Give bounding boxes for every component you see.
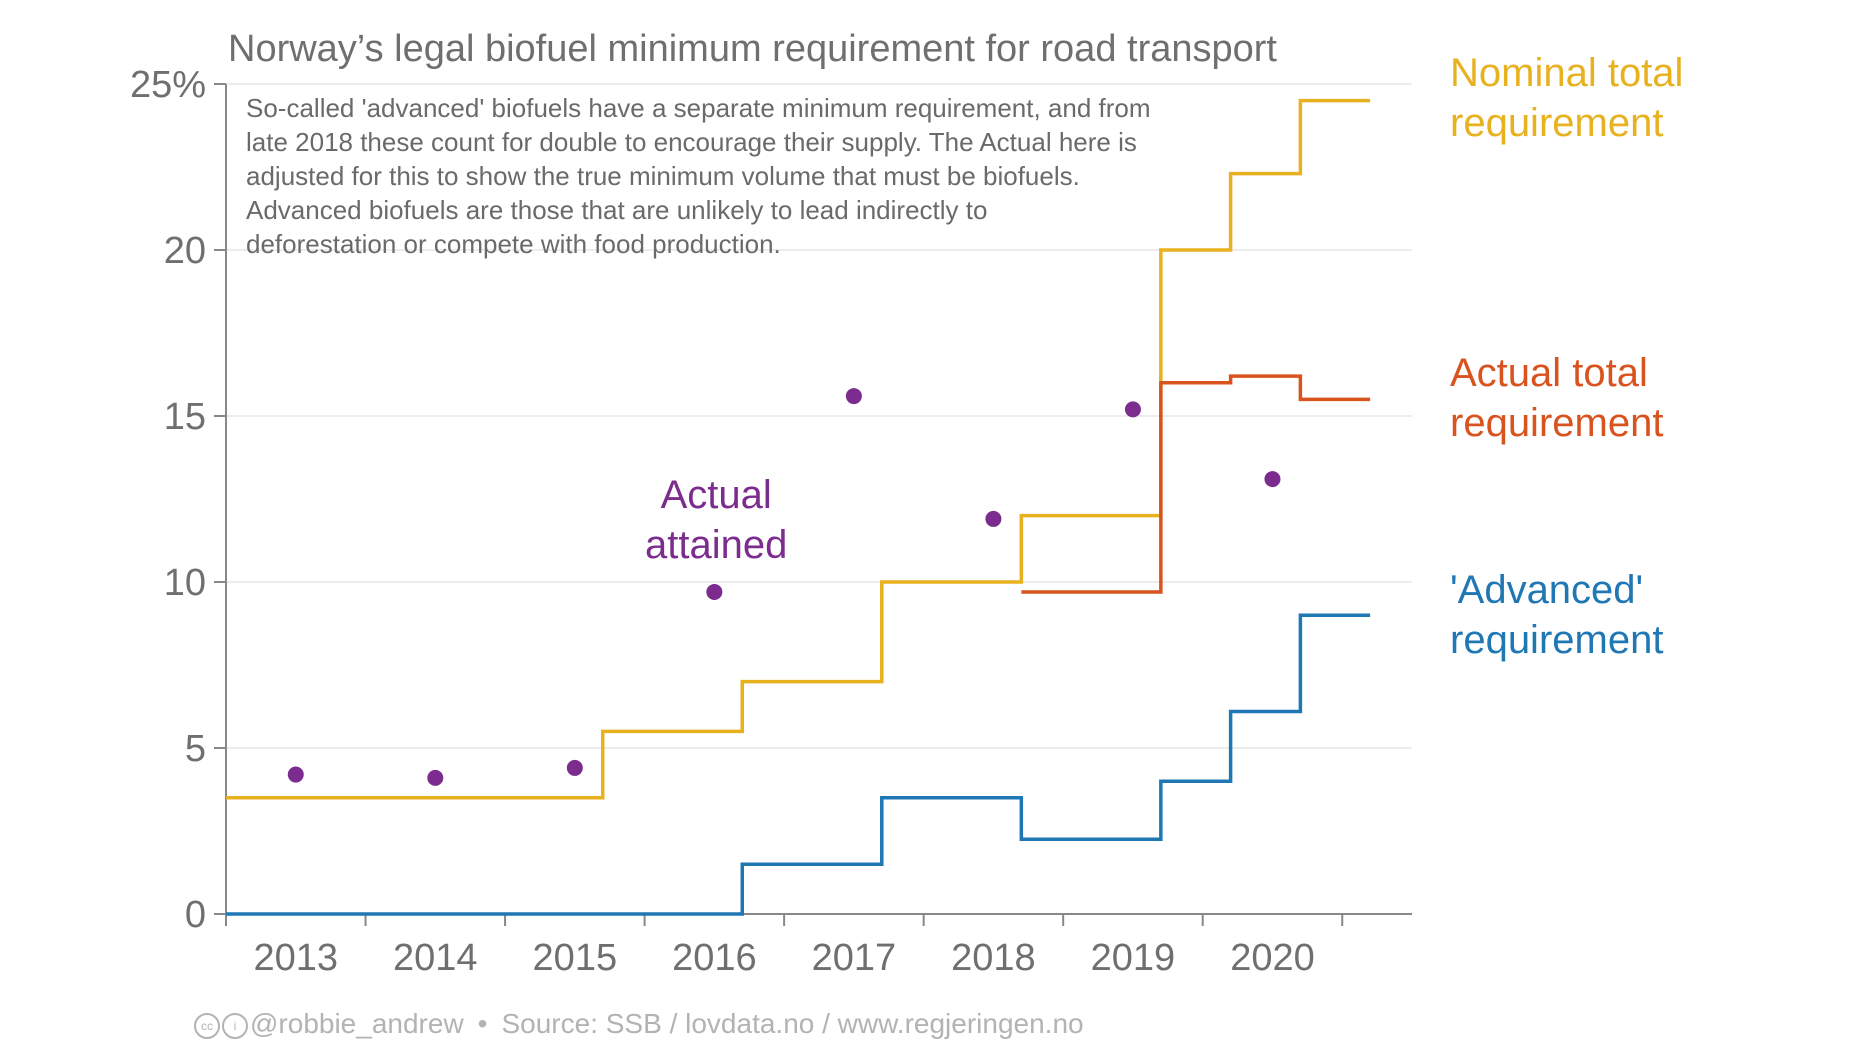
y-tick-label: 0 — [185, 894, 206, 936]
legend-label-line: requirement — [1450, 101, 1664, 145]
legend-label-advanced: 'Advanced' requirement — [1450, 565, 1663, 665]
x-tick-label: 2019 — [1091, 937, 1176, 979]
y-tick-label: 25% — [130, 64, 206, 106]
x-tick-label: 2016 — [672, 937, 757, 979]
footer-separator: • — [477, 1008, 488, 1039]
x-tick-label: 2014 — [393, 937, 478, 979]
series-line-1 — [1021, 374, 1371, 594]
x-tick-label: 2017 — [812, 937, 897, 979]
legend-label-nominal: Nominal total requirement — [1450, 48, 1683, 148]
data-point — [287, 766, 304, 783]
footer-handle: @robbie_andrew — [250, 1008, 464, 1039]
footer: cc i @robbie_andrew • Source: SSB / lovdata.… — [194, 1008, 1084, 1040]
y-tick-label: 20 — [164, 230, 206, 272]
legend-label-line: 'Advanced' — [1450, 568, 1644, 612]
note-line: adjusted for this to show the true minim… — [246, 161, 1080, 191]
legend-label-line: requirement — [1450, 401, 1664, 445]
legend-label-actual-attained: Actual attained — [645, 470, 787, 570]
legend-label-line: requirement — [1450, 618, 1664, 662]
data-point — [1124, 401, 1141, 418]
note-line: late 2018 these count for double to enco… — [246, 127, 1137, 157]
series-line-2 — [226, 613, 1371, 916]
series-layer — [226, 98, 1371, 916]
chart-note: So-called 'advanced' biofuels have a sep… — [246, 91, 1246, 261]
footer-source: Source: SSB / lovdata.no / www.regjering… — [501, 1008, 1084, 1039]
x-tick-label: 2020 — [1230, 937, 1315, 979]
note-line: Advanced biofuels are those that are unl… — [246, 195, 988, 225]
y-tick-label: 10 — [164, 562, 206, 604]
series-line-0 — [226, 98, 1371, 800]
note-line: deforestation or compete with food produ… — [246, 229, 781, 259]
legend-label-line: Actual total — [1450, 351, 1648, 395]
data-point — [566, 759, 583, 776]
data-point — [985, 510, 1002, 527]
chart-title: Norway’s legal biofuel minimum requireme… — [228, 28, 1277, 70]
legend-label-line: Nominal total — [1450, 51, 1684, 95]
y-tick-label: 5 — [185, 728, 206, 770]
x-tick-label: 2018 — [951, 937, 1036, 979]
attribution-icon: i — [222, 1012, 248, 1039]
data-point — [706, 583, 723, 600]
data-point — [845, 388, 862, 405]
legend-label-actual-total: Actual total requirement — [1450, 348, 1663, 448]
creative-commons-icon: cc — [194, 1012, 220, 1039]
x-tick-label: 2015 — [533, 937, 618, 979]
legend-label-line: attained — [645, 523, 788, 567]
x-tick-label: 2013 — [253, 937, 338, 979]
legend-label-line: Actual — [660, 473, 772, 517]
note-line: So-called 'advanced' biofuels have a sep… — [246, 93, 1151, 123]
data-point — [427, 769, 444, 786]
data-point — [1264, 471, 1281, 488]
axes: 0 5 10 15 20 25% 2013 2014 2015 2016 2017 2018 2019 2… — [130, 64, 1412, 979]
y-tick-label: 15 — [164, 396, 206, 438]
